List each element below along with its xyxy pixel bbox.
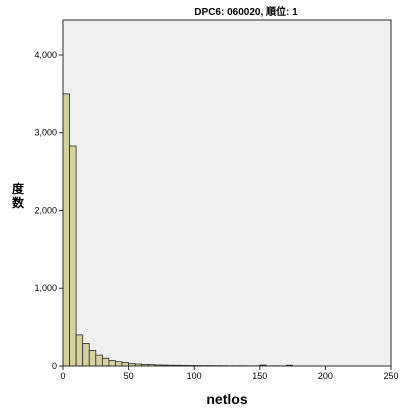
x-tick-label: 0 (60, 371, 65, 381)
histogram-bar (88, 350, 97, 367)
x-tick-label: 250 (383, 371, 398, 381)
y-axis: 0 1,000 2,000 3,000 4,000 (34, 50, 63, 371)
histogram-bar (101, 357, 110, 367)
y-tick-label: 2,000 (34, 205, 57, 215)
histogram-bar (75, 334, 84, 367)
histogram-bar (82, 343, 90, 367)
y-tick-label: 0 (52, 361, 57, 371)
bars-group (62, 93, 294, 367)
y-tick-label: 3,000 (34, 128, 57, 138)
plot-area (63, 20, 391, 366)
y-tick-label: 1,000 (34, 283, 57, 293)
x-tick-label: 50 (124, 371, 134, 381)
x-axis-label: netlos (206, 391, 247, 407)
histogram-bar (69, 145, 77, 367)
chart-title: DPC6: 060020, 順位: 1 (194, 5, 298, 18)
x-tick-label: 200 (318, 371, 333, 381)
x-tick-label: 100 (187, 371, 202, 381)
y-tick-label: 4,000 (34, 50, 57, 60)
x-axis: 0 50 100 150 200 250 (60, 366, 399, 381)
histogram-bar (121, 362, 130, 367)
x-tick-label: 150 (252, 371, 267, 381)
histogram-bar (62, 93, 70, 367)
histogram-bar (95, 354, 103, 367)
histogram-bar (108, 360, 116, 367)
histogram-bar (115, 361, 123, 367)
y-axis-label: 度数 (12, 181, 25, 210)
plot-frame (62, 19, 392, 367)
